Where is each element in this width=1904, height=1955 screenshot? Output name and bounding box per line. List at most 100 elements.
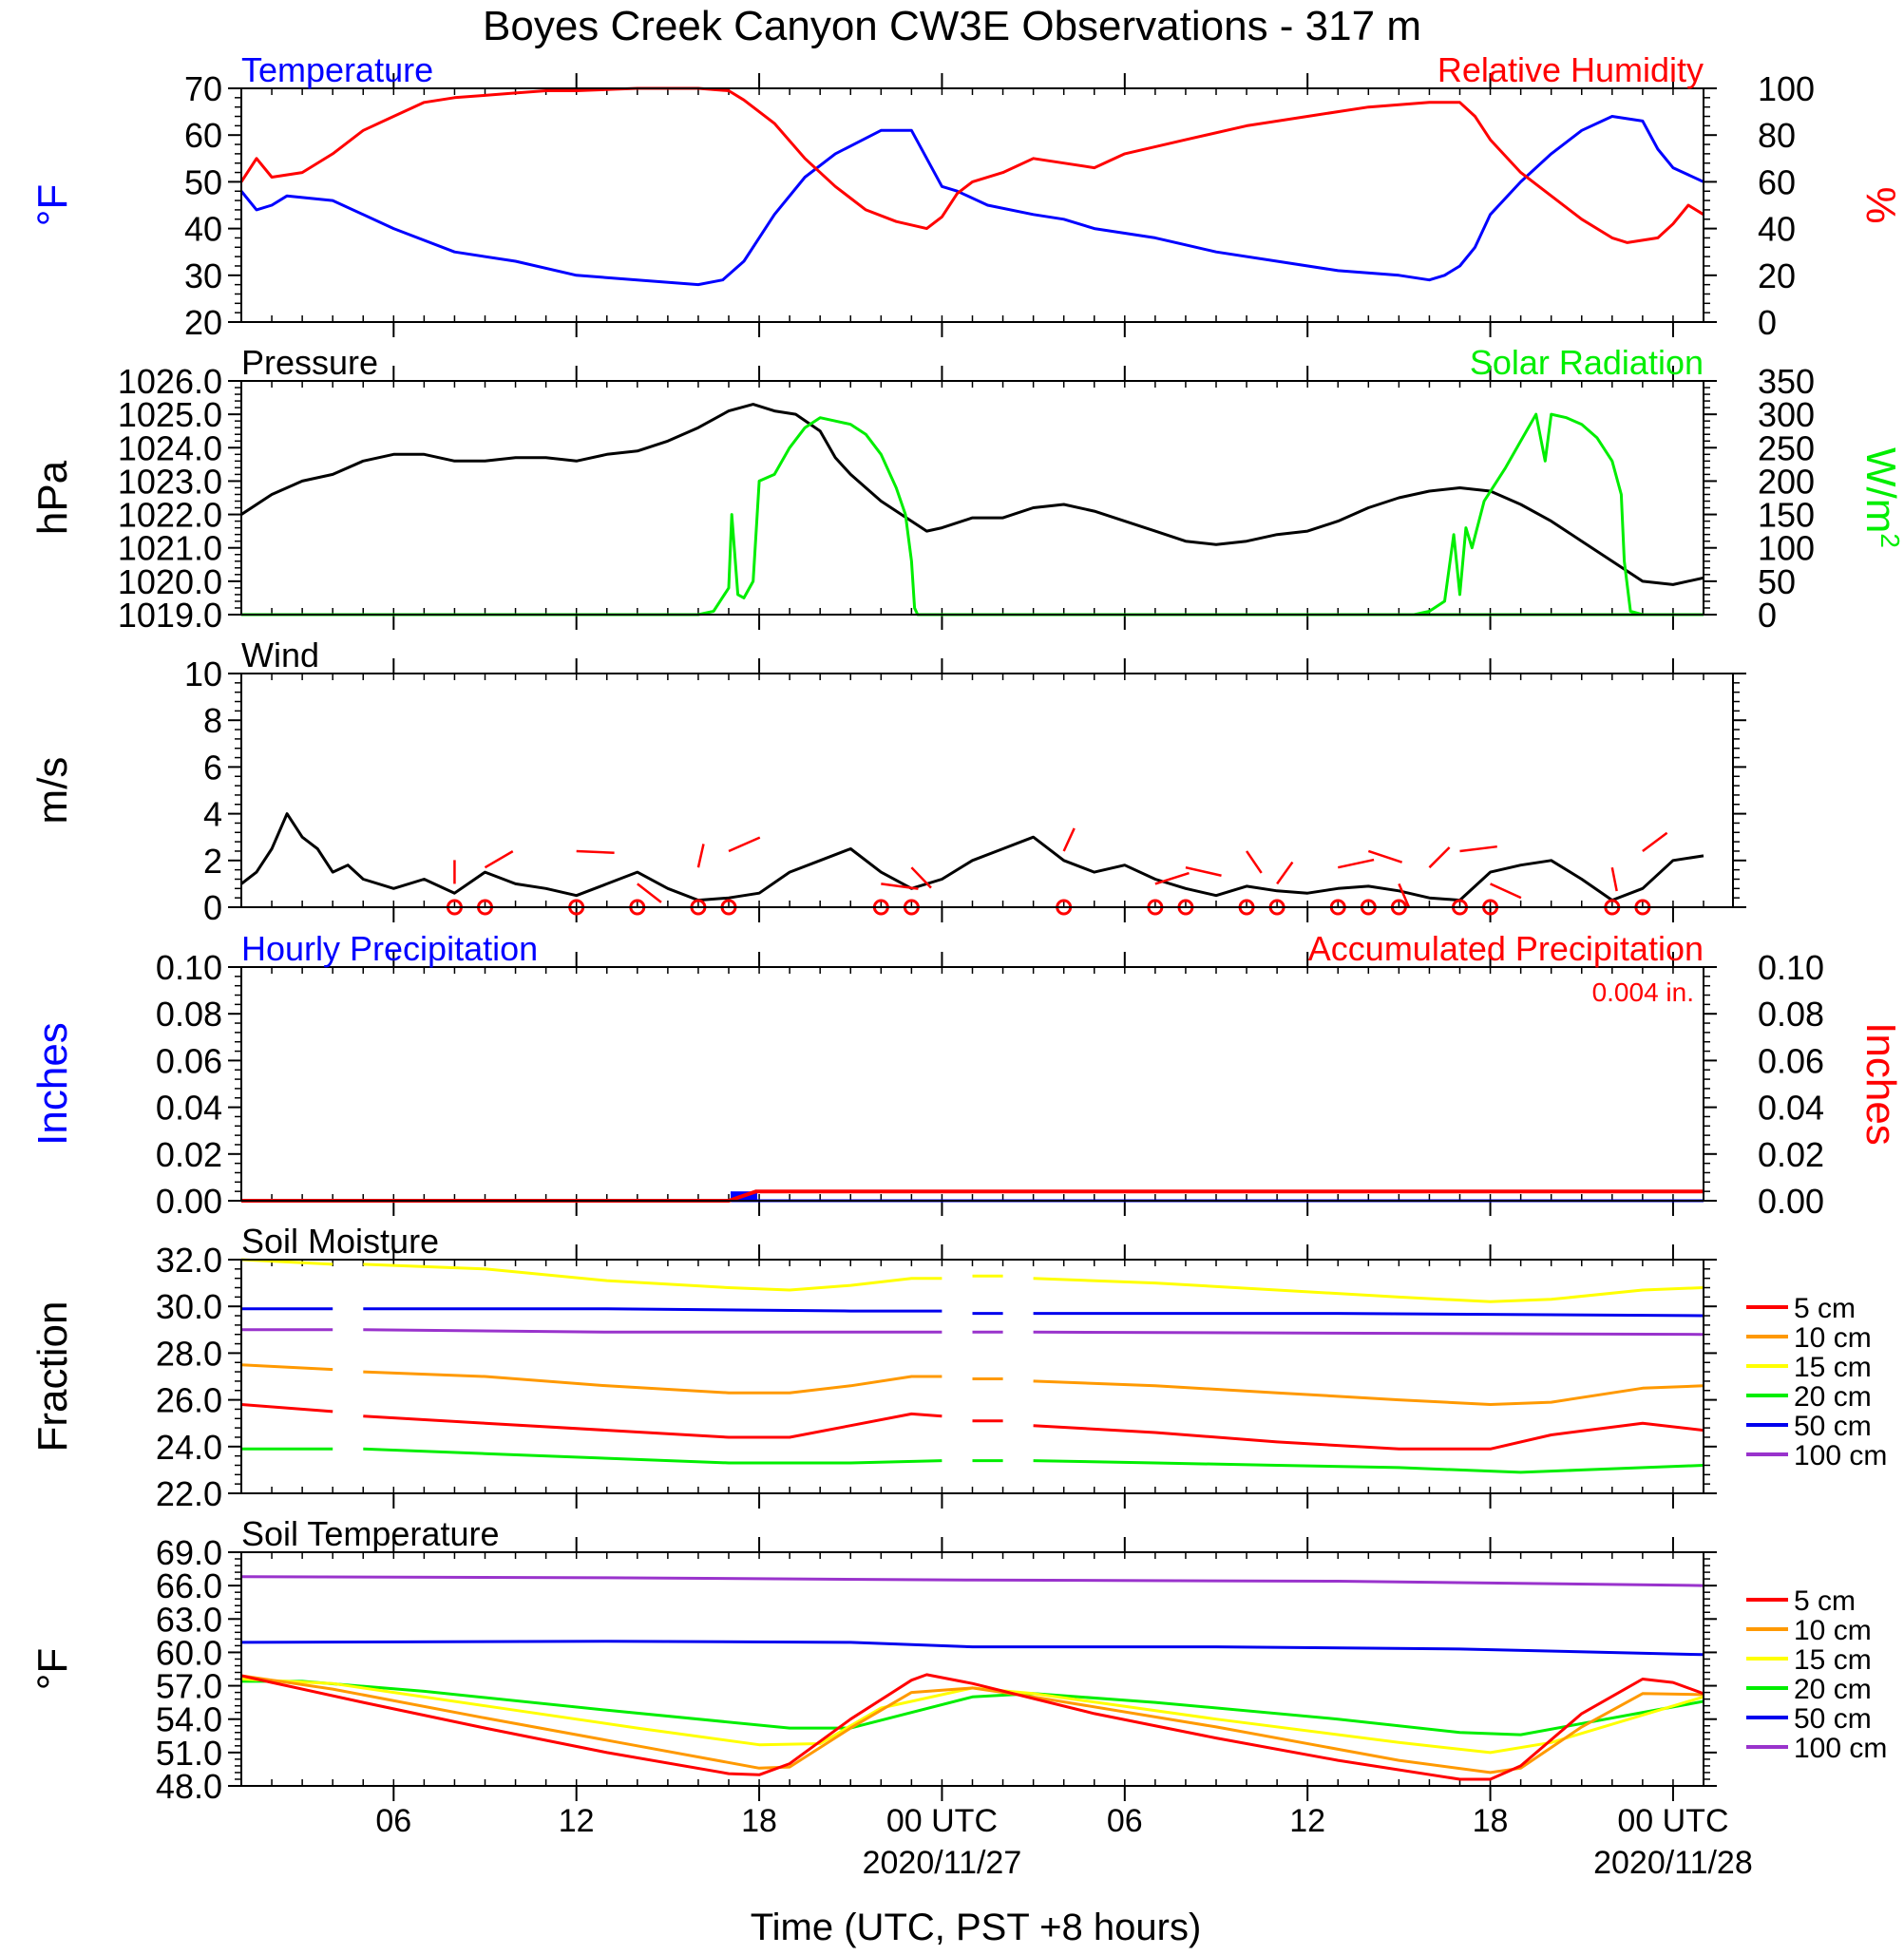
y-left-tick-label: 20 xyxy=(184,303,222,342)
x-date-label: 2020/11/28 xyxy=(1593,1845,1753,1881)
plot-frame xyxy=(240,1551,1704,1787)
y-axis-title-left: Inches xyxy=(29,1022,76,1146)
wind-barb xyxy=(1154,871,1190,885)
panel-title-right: Relative Humidity xyxy=(1438,50,1704,89)
time-axis: 06 12 18 00 UTC 2020/11/27 06 12 18 00 UTC 2020/1… xyxy=(375,1803,1752,1881)
y-left-tick-label: 24.0 xyxy=(156,1428,222,1467)
y-left-tick-label: 6 xyxy=(203,748,222,787)
legend-label: 50 cm xyxy=(1794,1703,1872,1735)
y-left-tick-label: 8 xyxy=(203,701,222,740)
y-left-tick-label: 63.0 xyxy=(156,1600,222,1639)
y-left-tick-label: 60 xyxy=(184,116,222,155)
series-line-temperature xyxy=(241,115,1704,287)
series-line-d10 xyxy=(1033,1379,1704,1406)
y-left-tick-label: 66.0 xyxy=(156,1566,222,1605)
y-left-tick-label: 0 xyxy=(203,888,222,927)
wind-barb xyxy=(1246,850,1263,874)
x-axis-title: Time (UTC, PST +8 hours) xyxy=(751,1907,1202,1948)
legend-label: 5 cm xyxy=(1794,1585,1856,1617)
wind-barb xyxy=(1610,866,1618,892)
wind-barb xyxy=(576,849,615,854)
y-right-tick-label: 20 xyxy=(1758,256,1796,295)
legend-label: 20 cm xyxy=(1794,1381,1872,1413)
y-left-tick-label: 10 xyxy=(184,655,222,693)
y-right-tick-label: 0.06 xyxy=(1758,1041,1824,1080)
panel-title-left: Temperature xyxy=(241,50,433,89)
wind-barb xyxy=(728,836,761,853)
panel-pressure_solar: 1019.01020.01021.01022.01023.01024.01025… xyxy=(29,343,1904,635)
x-tick-label: 06 xyxy=(375,1803,411,1839)
wind-barb xyxy=(1276,861,1294,885)
y-left-tick-label: 0.00 xyxy=(156,1182,222,1221)
legend-label: 10 cm xyxy=(1794,1322,1872,1354)
y-left-tick-label: 1022.0 xyxy=(118,496,222,535)
y-left-tick-label: 32.0 xyxy=(156,1241,222,1280)
panel-temp_rh: 20 30 40 50 60 70 0 20 40 60 80 100 Temperature Relat… xyxy=(29,50,1904,342)
series-line-d5 xyxy=(363,1412,942,1439)
wind-barb xyxy=(1642,831,1668,852)
y-axis-title-left: m/s xyxy=(29,757,76,825)
y-left-tick-label: 1019.0 xyxy=(118,596,222,635)
wind-barb xyxy=(881,883,919,890)
panel-title-left: Soil Moisture xyxy=(241,1222,439,1261)
x-date-label: 2020/11/27 xyxy=(863,1845,1022,1881)
plot-area xyxy=(241,403,1704,617)
wind-barb xyxy=(1185,865,1222,877)
wind-barb xyxy=(1337,858,1375,869)
series-line-d5 xyxy=(1033,1421,1704,1451)
y-right-tick-label: 0.10 xyxy=(1758,948,1824,987)
y-left-tick-label: 0.06 xyxy=(156,1041,222,1080)
y-axis-title-right: % xyxy=(1857,186,1904,223)
y-left-tick-label: 50 xyxy=(184,162,222,201)
series-line-d20 xyxy=(363,1447,942,1465)
series-line-d10 xyxy=(241,1674,1704,1775)
y-left-tick-label: 30 xyxy=(184,256,222,295)
wind-barb xyxy=(1459,845,1497,853)
x-tick-label: 12 xyxy=(559,1803,595,1839)
plot-frame xyxy=(240,1259,1704,1494)
series-line-d100 xyxy=(363,1328,942,1334)
series-line-d20 xyxy=(241,1680,1704,1737)
y-axis-title-left: °F xyxy=(29,1648,76,1690)
series-line-d50 xyxy=(1033,1312,1704,1318)
y-left-tick-label: 70 xyxy=(184,69,222,108)
y-left-tick-label: 28.0 xyxy=(156,1334,222,1373)
panel-wind: 0 2 4 6 8 10 Wind m/s xyxy=(29,636,1746,927)
wind-barb xyxy=(1428,846,1451,869)
y-right-tick-label: 250 xyxy=(1758,428,1815,467)
y-left-tick-label: 0.04 xyxy=(156,1089,222,1128)
y-right-tick-label: 0.08 xyxy=(1758,995,1824,1034)
legend-label: 100 cm xyxy=(1794,1733,1887,1764)
wind-barb xyxy=(1367,849,1403,864)
panel-soil_moisture: 22.0 24.0 26.0 28.0 30.0 32.0 Soil Moisture Fra… xyxy=(29,1222,1887,1513)
y-left-tick-label: 51.0 xyxy=(156,1734,222,1773)
y-right-tick-label: 350 xyxy=(1758,362,1815,401)
series-line-d10 xyxy=(363,1370,942,1395)
series-line-d50 xyxy=(241,1640,1704,1657)
series-line-humidity xyxy=(241,86,1704,244)
y-axis-title-left: Fraction xyxy=(29,1301,76,1452)
y-right-tick-label: 60 xyxy=(1758,162,1796,201)
panel-precip: 0.00 0.02 0.04 0.06 0.08 0.10 0.00 0.02 0.04 0.06… xyxy=(29,929,1904,1221)
y-right-tick-label: 0.04 xyxy=(1758,1089,1824,1128)
y-axis-title-left: hPa xyxy=(29,460,76,535)
wind-barb xyxy=(1062,827,1076,852)
y-left-tick-label: 57.0 xyxy=(156,1667,222,1706)
wind-barb xyxy=(1398,883,1410,908)
series-line-d50 xyxy=(363,1307,942,1313)
y-right-tick-label: 100 xyxy=(1758,529,1815,568)
y-right-tick-label: 80 xyxy=(1758,116,1796,155)
legend-label: 100 cm xyxy=(1794,1440,1887,1471)
y-left-tick-label: 69.0 xyxy=(156,1533,222,1572)
series-line-pressure xyxy=(241,403,1704,586)
y-right-tick-label: 0 xyxy=(1758,596,1777,635)
y-right-tick-label: 0.00 xyxy=(1758,1182,1824,1221)
y-left-tick-label: 30.0 xyxy=(156,1287,222,1326)
wind-barb xyxy=(696,844,705,868)
series-line-d15 xyxy=(363,1262,942,1292)
series-line-solar xyxy=(241,416,1704,617)
y-axis-title-right: W/m2 xyxy=(1857,447,1904,548)
panel-soil_temperature: 48.051.054.057.060.063.066.069.0 Soil Tem… xyxy=(29,1514,1887,1806)
